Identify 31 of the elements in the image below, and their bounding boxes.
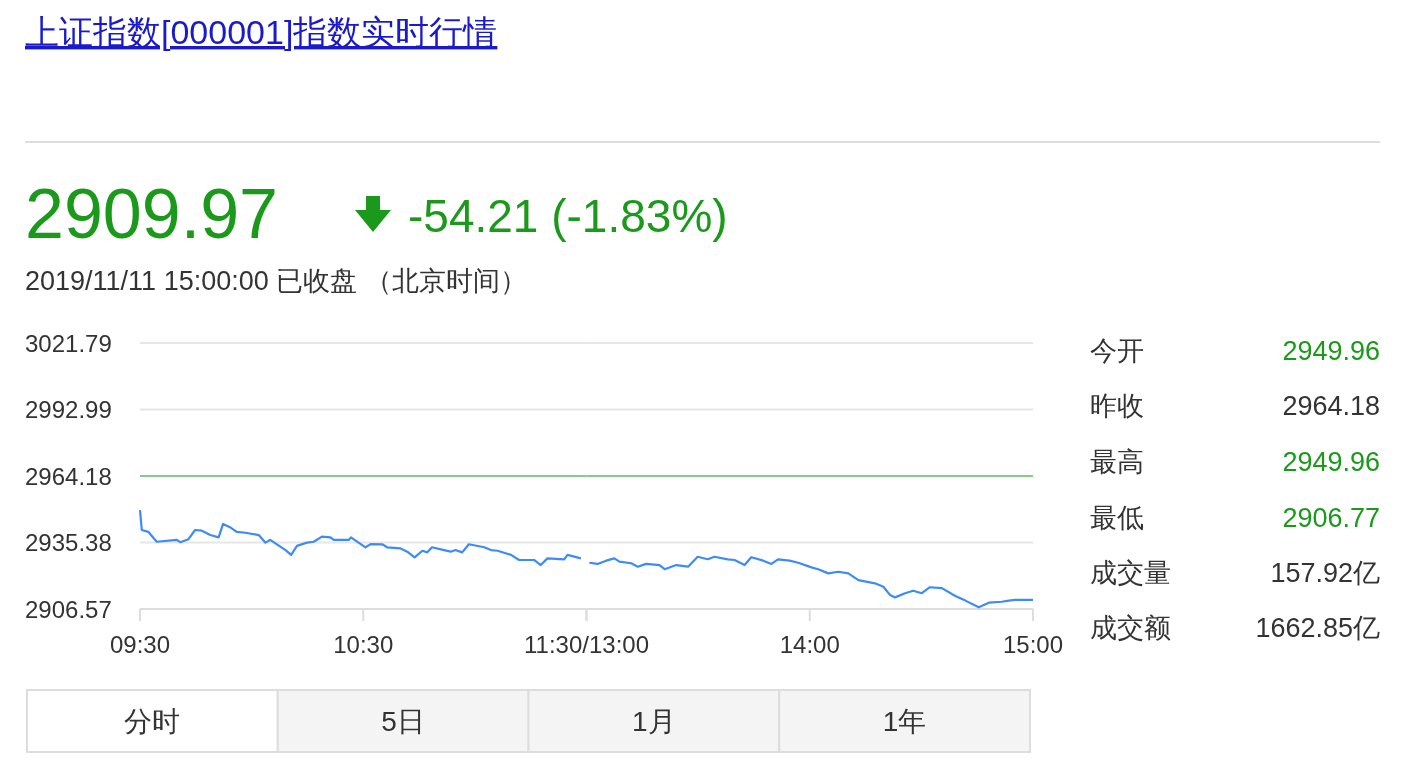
text: 分时: [124, 706, 181, 737]
text: -54.21 (-1.83%): [408, 190, 728, 242]
text: 5日: [381, 706, 425, 737]
data-label: 2906.77: [1282, 503, 1380, 533]
y-tick-label: 2964.18: [25, 463, 112, 490]
x-tick-label: 15:00: [1002, 631, 1064, 658]
y-tick-label: 2906.57: [25, 596, 112, 623]
text: 1月: [632, 706, 676, 737]
y-tick-label: 2935.38: [25, 529, 112, 557]
y-tick-label: 3021.79: [25, 330, 112, 357]
category-label: 成交量: [1090, 558, 1171, 588]
data-label: 2949.96: [1282, 447, 1380, 477]
x-tick-label: 10:30: [333, 631, 394, 658]
data-label: 2949.96: [1282, 336, 1380, 366]
text: 2909.97: [25, 175, 279, 253]
category-label: 昨收: [1090, 391, 1144, 421]
text: 1年: [882, 706, 927, 737]
category-label: 最高: [1090, 447, 1144, 477]
data-label: 1662.85亿: [1255, 613, 1380, 643]
category-label: 成交额: [1090, 613, 1171, 643]
data-label: 157.92亿: [1270, 558, 1380, 588]
text: 2019/11/11 15:00:00 已收盘 （北京时间）: [25, 266, 527, 296]
category-label: 今开: [1090, 336, 1144, 366]
chart-title: 上证指数[000001]指数实时行情: [25, 13, 498, 51]
x-tick-label: 09:30: [109, 631, 171, 658]
line-series: [138, 509, 583, 567]
category-label: 最低: [1090, 503, 1144, 533]
y-tick-label: 2992.99: [25, 396, 112, 424]
x-tick-label: 14:00: [779, 631, 840, 658]
x-tick-label: 11:30/13:00: [523, 631, 650, 658]
data-label: 2964.18: [1282, 391, 1380, 421]
